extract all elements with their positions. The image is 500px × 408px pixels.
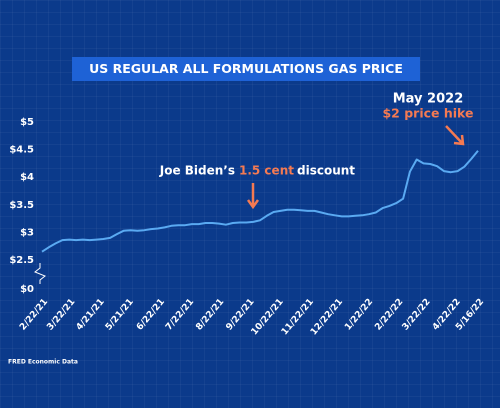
y-tick-label: $2.5 bbox=[9, 255, 34, 266]
annotation: discount bbox=[297, 164, 355, 178]
x-tick-label: 8/22/21 bbox=[194, 297, 226, 332]
y-tick-label: $4 bbox=[20, 172, 34, 183]
x-tick-label: 3/22/22 bbox=[401, 297, 433, 332]
annotation-arrow bbox=[445, 125, 465, 146]
annotation-arrow bbox=[246, 183, 260, 210]
y-tick-label: $4.5 bbox=[9, 145, 34, 156]
x-tick-label: 4/21/21 bbox=[75, 297, 107, 332]
y-tick-label: $3.5 bbox=[9, 200, 34, 211]
x-tick-label: 1/22/22 bbox=[343, 297, 375, 332]
line bbox=[41, 150, 479, 253]
y-tick-label: $3 bbox=[20, 227, 34, 238]
x-tick-label: 6/22/21 bbox=[135, 297, 167, 332]
annotation: Joe Biden’s bbox=[159, 164, 235, 178]
annotation-highlight: 1.5 cent bbox=[239, 164, 294, 178]
x-tick-label: 3/22/21 bbox=[45, 297, 77, 332]
y-tick-label: $0 bbox=[20, 284, 34, 295]
y-tick-label: $5 bbox=[20, 117, 34, 128]
annotation: May 2022 bbox=[393, 92, 464, 107]
chart-title: US REGULAR ALL FORMULATIONS GAS PRICE bbox=[89, 61, 403, 76]
x-tick-label: 7/22/21 bbox=[164, 297, 196, 332]
title-box bbox=[72, 57, 420, 81]
source: FRED Economic Data bbox=[8, 359, 78, 366]
annotation-highlight: $2 price hike bbox=[382, 106, 473, 121]
axis-break bbox=[34, 263, 46, 284]
x-tick-label: 5/21/21 bbox=[104, 297, 136, 332]
